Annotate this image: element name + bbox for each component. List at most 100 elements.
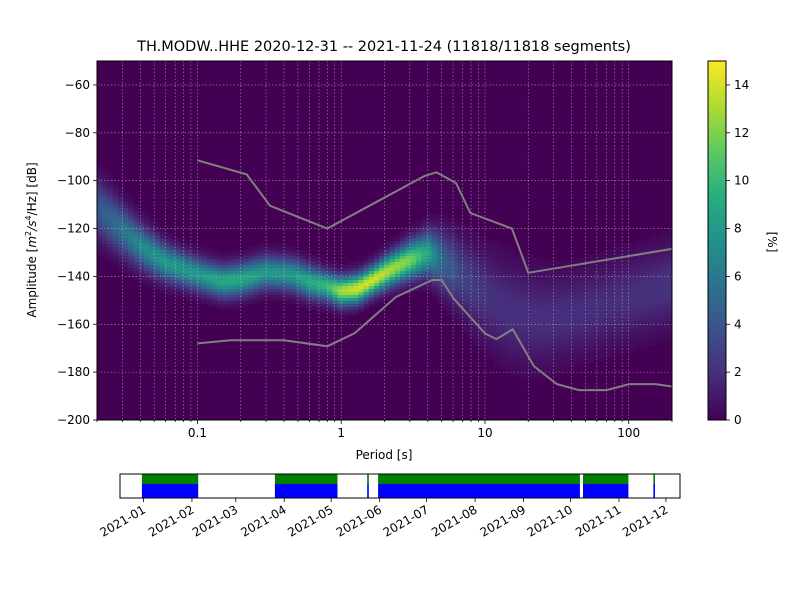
heatmap-cell xyxy=(206,276,213,280)
heatmap-cell xyxy=(405,243,412,248)
heatmap-cell xyxy=(206,303,213,307)
heatmap-cell xyxy=(238,291,244,295)
heatmap-cell xyxy=(253,252,260,257)
heatmap-cell xyxy=(164,243,171,248)
heatmap-cell xyxy=(426,213,433,218)
heatmap-cell xyxy=(462,315,469,319)
heatmap-cell xyxy=(609,300,616,304)
heatmap-cell xyxy=(447,255,454,260)
heatmap-cell xyxy=(112,207,119,212)
heatmap-cell xyxy=(279,273,286,277)
heatmap-cell xyxy=(557,315,563,319)
heatmap-cell xyxy=(557,297,563,301)
heatmap-cell xyxy=(604,282,610,286)
heatmap-cell xyxy=(107,183,114,188)
heatmap-cell xyxy=(520,297,527,301)
heatmap-cell xyxy=(264,258,271,263)
heatmap-cell xyxy=(478,243,485,248)
heatmap-cell xyxy=(457,321,464,325)
heatmap-cell xyxy=(462,255,469,260)
heatmap-cell xyxy=(551,354,558,358)
heatmap-cell xyxy=(520,339,527,343)
heatmap-cell xyxy=(645,321,652,325)
heatmap-cell xyxy=(614,288,621,292)
heatmap-cell xyxy=(536,363,542,367)
heatmap-cell xyxy=(562,312,569,316)
heatmap-cell xyxy=(394,261,401,266)
heatmap-cell xyxy=(128,246,135,251)
heatmap-cell xyxy=(358,300,365,304)
heatmap-cell xyxy=(447,294,454,298)
heatmap-cell xyxy=(421,267,427,272)
heatmap-cell xyxy=(525,300,532,304)
heatmap-cell xyxy=(206,252,213,257)
timeline-tick-label: 2021-05 xyxy=(285,502,335,539)
heatmap-cell xyxy=(478,276,485,280)
heatmap-cell xyxy=(410,249,417,254)
heatmap-cell xyxy=(327,309,333,313)
heatmap-cell xyxy=(421,258,427,263)
heatmap-cell xyxy=(405,264,412,269)
heatmap-cell xyxy=(238,258,244,263)
heatmap-cell xyxy=(102,240,109,245)
heatmap-cell xyxy=(489,243,495,248)
heatmap-cell xyxy=(619,258,626,263)
heatmap-cell xyxy=(525,348,532,352)
timeline-tick-label: 2021-12 xyxy=(620,502,670,539)
heatmap-cell xyxy=(175,282,182,286)
heatmap-cell xyxy=(504,249,511,254)
heatmap-cell xyxy=(138,225,145,230)
heatmap-cell xyxy=(436,243,443,248)
heatmap-cell xyxy=(562,351,569,355)
heatmap-cell xyxy=(295,276,302,280)
heatmap-cell xyxy=(567,357,574,361)
heatmap-cell xyxy=(520,300,527,304)
heatmap-cell xyxy=(97,201,103,206)
heatmap-cell xyxy=(588,276,595,280)
heatmap-cell xyxy=(515,345,522,349)
heatmap-cell xyxy=(201,270,208,275)
heatmap-cell xyxy=(541,354,548,358)
heatmap-cell xyxy=(567,330,574,334)
heatmap-cell xyxy=(515,306,522,310)
heatmap-cell xyxy=(468,282,474,286)
heatmap-cell xyxy=(536,366,542,370)
heatmap-cell xyxy=(520,294,527,298)
heatmap-cell xyxy=(661,252,668,257)
heatmap-cell xyxy=(327,291,333,295)
heatmap-cell xyxy=(567,363,574,367)
heatmap-cell xyxy=(598,282,605,286)
heatmap-cell xyxy=(541,270,548,275)
heatmap-cell xyxy=(462,258,469,263)
heatmap-cell xyxy=(248,261,255,266)
heatmap-cell xyxy=(426,237,433,242)
heatmap-cell xyxy=(656,300,663,304)
heatmap-cell xyxy=(551,372,558,376)
heatmap-cell xyxy=(530,336,537,340)
heatmap-cell xyxy=(452,282,459,286)
heatmap-cell xyxy=(436,222,443,227)
heatmap-cell xyxy=(332,261,339,266)
heatmap-cell xyxy=(468,288,474,292)
heatmap-cell xyxy=(630,288,637,292)
heatmap-cell xyxy=(520,318,527,322)
heatmap-cell xyxy=(123,225,129,230)
heatmap-cell xyxy=(656,243,663,248)
heatmap-cell xyxy=(384,297,391,301)
heatmap-cell xyxy=(494,291,501,295)
heatmap-cell xyxy=(630,297,637,301)
heatmap-cell xyxy=(311,276,318,280)
heatmap-cell xyxy=(138,264,145,269)
heatmap-cell xyxy=(285,270,292,275)
heatmap-cell xyxy=(577,282,584,286)
heatmap-cell xyxy=(347,300,354,304)
heatmap-cell xyxy=(557,324,563,328)
heatmap-cell xyxy=(431,219,438,224)
heatmap-cell xyxy=(133,219,140,224)
heatmap-cell xyxy=(509,324,516,328)
heatmap-cell xyxy=(97,231,103,236)
heatmap-cell xyxy=(520,375,527,379)
heatmap-cell xyxy=(635,336,642,340)
heatmap-cell xyxy=(212,291,218,295)
heatmap-cell xyxy=(651,294,657,298)
